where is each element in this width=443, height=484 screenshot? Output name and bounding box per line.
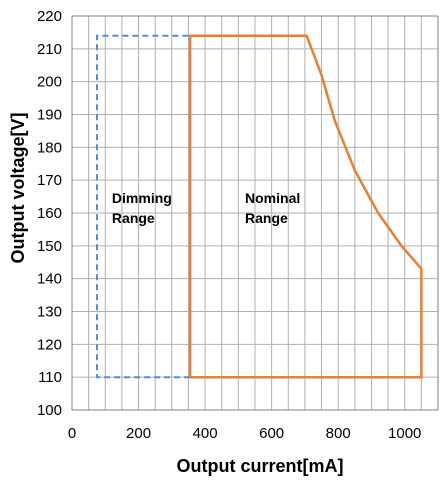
tick-labels: 100 110 120 130 140 150 160 170 180 190 200 210 220 0… xyxy=(37,8,421,442)
annotation-label: Nominal xyxy=(245,190,300,206)
x-tick-label: 400 xyxy=(193,425,218,442)
y-tick-label: 130 xyxy=(37,304,62,321)
y-tick-label: 170 xyxy=(37,172,62,189)
x-tick-label: 800 xyxy=(326,425,351,442)
y-tick-label: 150 xyxy=(37,238,62,255)
x-tick-label: 200 xyxy=(126,425,151,442)
x-tick-label: 1000 xyxy=(388,425,421,442)
y-tick-label: 120 xyxy=(37,336,62,353)
nominal-range-line xyxy=(188,34,423,379)
annotations: Dimming Range Nominal Range xyxy=(112,190,300,226)
y-tick-label: 110 xyxy=(38,369,62,386)
annotation-label: Dimming xyxy=(112,190,172,206)
y-tick-label: 190 xyxy=(37,107,62,124)
y-tick-label: 210 xyxy=(37,41,62,58)
x-axis-title: Output current[mA] xyxy=(177,456,344,476)
annotation-label: Range xyxy=(112,210,155,226)
y-tick-label: 180 xyxy=(37,139,62,156)
y-tick-label: 200 xyxy=(37,74,62,91)
annotation-label: Range xyxy=(245,210,288,226)
x-tick-label: 0 xyxy=(68,425,76,442)
y-tick-label: 100 xyxy=(37,402,62,419)
y-tick-label: 140 xyxy=(37,271,62,288)
y-tick-label: 220 xyxy=(37,8,62,25)
series-group xyxy=(96,34,423,379)
dimming-range-line xyxy=(96,34,191,379)
axes xyxy=(71,15,439,411)
x-tick-label: 600 xyxy=(259,425,284,442)
y-axis-title: Output voltage[V] xyxy=(8,113,28,264)
y-tick-label: 160 xyxy=(37,205,62,222)
